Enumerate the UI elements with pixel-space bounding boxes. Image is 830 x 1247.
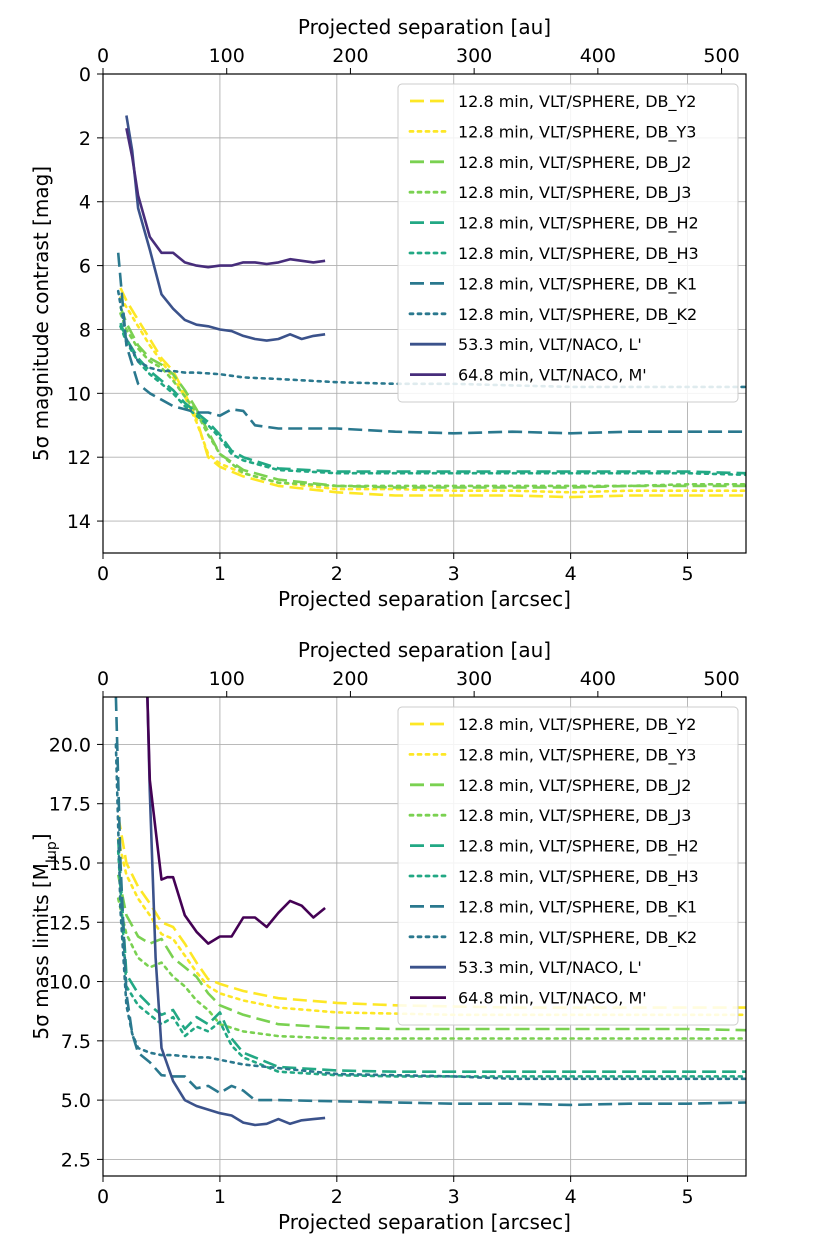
series-line	[119, 296, 746, 494]
legend-label: 12.8 min, VLT/SPHERE, DB_K2	[458, 305, 697, 325]
y-tick-label: 10	[67, 383, 91, 405]
series-line	[146, 697, 326, 945]
legend-label: 64.8 min, VLT/NACO, M'	[458, 989, 647, 1008]
plot-frame	[102, 696, 747, 1177]
legend-label: 12.8 min, VLT/SPHERE, DB_Y3	[458, 745, 696, 765]
y-tick-label: 2.5	[61, 1149, 91, 1171]
series-line	[125, 128, 326, 269]
x2-tick-label: 0	[97, 45, 109, 67]
series-line	[116, 849, 746, 1078]
series-line	[114, 697, 746, 1107]
legend: 12.8 min, VLT/SPHERE, DB_Y2 12.8 min, VLT…	[397, 706, 739, 1026]
y-tick-label: 5.0	[61, 1090, 91, 1112]
y-tick-label: 2	[79, 128, 91, 150]
series-line	[119, 306, 746, 489]
series-line	[146, 697, 326, 1127]
chart-mass: 0 1 2 3 4 5 2.5 5.0 7.5 10.0 12.5 15.0 17.5 20.0 0 100 2…	[29, 638, 747, 1234]
y-tick-label: 12.5	[49, 912, 91, 934]
x2-tick-label: 400	[580, 668, 616, 690]
series-line	[116, 252, 746, 435]
x-tick-label: 1	[214, 1186, 226, 1208]
legend: 12.8 min, VLT/SPHERE, DB_Y2 12.8 min, VLT…	[397, 83, 739, 403]
legend-label: 64.8 min, VLT/NACO, M'	[458, 366, 647, 385]
y-tick-label: 8	[79, 319, 91, 341]
x2-tick-label: 500	[703, 668, 739, 690]
legend-label: 12.8 min, VLT/SPHERE, DB_H3	[458, 244, 699, 264]
y-tick-label: 7.5	[61, 1031, 91, 1053]
x-tick-label: 3	[448, 563, 460, 585]
x2-tick-label: 0	[97, 668, 109, 690]
y-tick-label: 6	[79, 256, 91, 278]
x-tick-label: 4	[565, 563, 577, 585]
x2-tick-label: 400	[580, 45, 616, 67]
series-line	[114, 743, 746, 1081]
x2-axis-label: Projected separation [au]	[298, 638, 551, 662]
series-line	[119, 324, 746, 477]
x2-tick-label: 200	[332, 668, 368, 690]
y-axis-label: 5σ magnitude contrast [mag]	[29, 166, 53, 461]
series-group	[114, 697, 746, 1127]
y-tick-label: 14	[67, 511, 91, 533]
legend-label: 12.8 min, VLT/SPHERE, DB_J2	[458, 776, 691, 796]
x2-tick-label: 300	[456, 45, 492, 67]
legend-label: 12.8 min, VLT/SPHERE, DB_J3	[458, 806, 691, 826]
series-line	[116, 874, 746, 1032]
legend-label: 53.3 min, VLT/NACO, L'	[458, 335, 642, 354]
x2-tick-label: 500	[703, 45, 739, 67]
x-tick-label: 3	[448, 1186, 460, 1208]
series-line	[116, 289, 746, 389]
y-tick-label: 10.0	[49, 972, 91, 994]
y-tick-label: 15.0	[49, 853, 91, 875]
legend-label: 12.8 min, VLT/SPHERE, DB_K2	[458, 928, 697, 948]
legend-label: 12.8 min, VLT/SPHERE, DB_H2	[458, 214, 699, 234]
legend-label: 12.8 min, VLT/SPHERE, DB_J3	[458, 183, 691, 203]
legend-label: 12.8 min, VLT/SPHERE, DB_K1	[458, 274, 697, 294]
x2-axis-label: Projected separation [au]	[298, 15, 551, 39]
y-axis-label-sub: Jup	[44, 841, 60, 864]
series-line	[119, 322, 746, 475]
plot-frame	[102, 73, 747, 554]
legend-label: 12.8 min, VLT/SPHERE, DB_Y2	[458, 92, 696, 112]
series-line	[116, 839, 746, 1073]
series-group	[116, 115, 746, 499]
legend-label: 12.8 min, VLT/SPHERE, DB_K1	[458, 897, 697, 917]
legend-box	[397, 706, 739, 1026]
legend-label: 12.8 min, VLT/SPHERE, DB_Y3	[458, 122, 696, 142]
series-line	[125, 115, 326, 342]
legend-label: 12.8 min, VLT/SPHERE, DB_Y2	[458, 715, 696, 735]
y-tick-label: 17.5	[49, 794, 91, 816]
x-tick-label: 0	[97, 563, 109, 585]
x2-tick-label: 200	[332, 45, 368, 67]
y-tick-label: 4	[79, 192, 91, 214]
y-tick-label: 0	[79, 64, 91, 86]
series-line	[116, 837, 746, 1017]
x-tick-label: 5	[681, 563, 693, 585]
legend-label: 12.8 min, VLT/SPHERE, DB_H2	[458, 837, 699, 857]
series-line	[119, 312, 746, 488]
x-axis-label: Projected separation [arcsec]	[278, 587, 571, 611]
y-tick-label: 12	[67, 447, 91, 469]
legend-label: 12.8 min, VLT/SPHERE, DB_J2	[458, 153, 691, 173]
x-tick-label: 2	[331, 1186, 343, 1208]
legend-label: 12.8 min, VLT/SPHERE, DB_H3	[458, 867, 699, 887]
x2-tick-label: 300	[456, 668, 492, 690]
x-tick-label: 4	[565, 1186, 577, 1208]
series-line	[116, 897, 746, 1040]
legend-box	[397, 83, 739, 403]
y-tick-label: 20.0	[49, 734, 91, 756]
x2-tick-label: 100	[209, 668, 245, 690]
x-tick-label: 5	[681, 1186, 693, 1208]
x-axis-label: Projected separation [arcsec]	[278, 1210, 571, 1234]
series-line	[119, 287, 746, 499]
x-tick-label: 0	[97, 1186, 109, 1208]
legend-label: 53.3 min, VLT/NACO, L'	[458, 958, 642, 977]
x2-tick-label: 100	[209, 45, 245, 67]
x-tick-label: 2	[331, 563, 343, 585]
x-tick-label: 1	[214, 563, 226, 585]
